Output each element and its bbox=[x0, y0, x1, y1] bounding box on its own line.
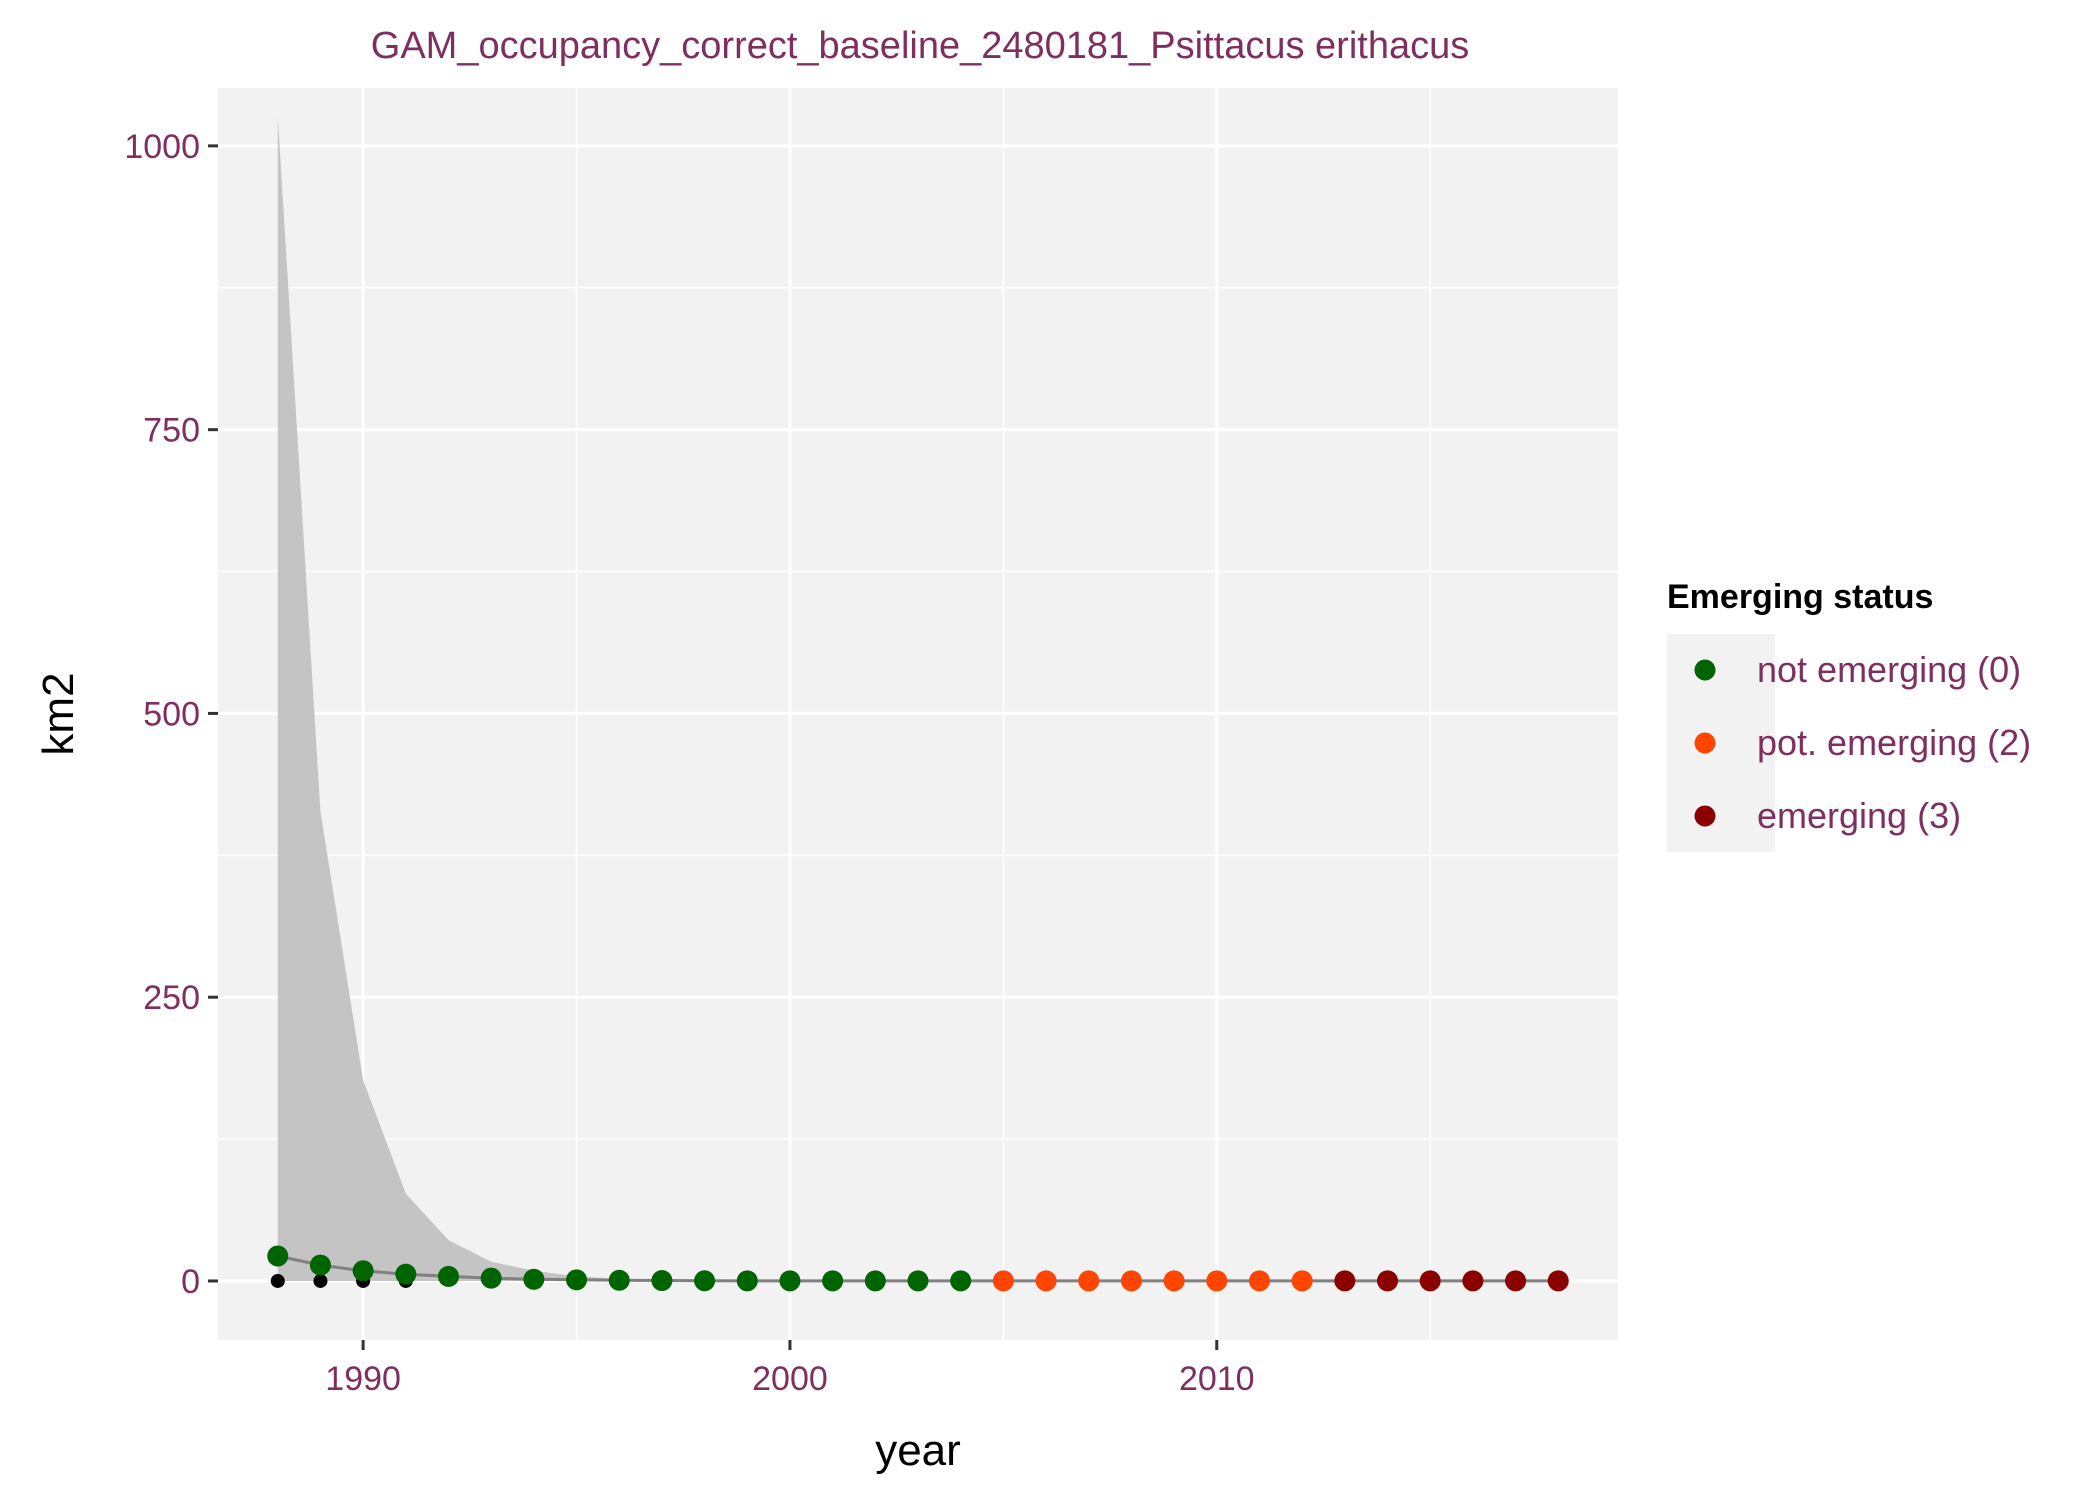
legend-label-1: pot. emerging (2) bbox=[1757, 722, 2031, 763]
x-tick-label: 2000 bbox=[752, 1360, 828, 1398]
data-point-series-0 bbox=[437, 1265, 459, 1287]
chart-title: GAM_occupancy_correct_baseline_2480181_P… bbox=[371, 25, 1469, 67]
legend-label-2: emerging (3) bbox=[1757, 795, 1961, 836]
data-point-series-0 bbox=[395, 1263, 417, 1285]
legend: Emerging status not emerging (0) pot. eme… bbox=[1667, 578, 2031, 852]
data-point-series-2 bbox=[1547, 1270, 1569, 1292]
data-point-series-2 bbox=[1334, 1270, 1356, 1292]
data-point-series-0 bbox=[651, 1270, 673, 1292]
data-point-series-1 bbox=[1248, 1270, 1270, 1292]
data-point-series-0 bbox=[309, 1254, 331, 1276]
y-tick-label: 500 bbox=[143, 695, 200, 733]
y-tick-label: 0 bbox=[181, 1263, 200, 1301]
legend-title: Emerging status bbox=[1667, 578, 1933, 616]
y-axis-title: km2 bbox=[34, 672, 83, 755]
y-tick-label: 750 bbox=[143, 412, 200, 450]
data-point-series-0 bbox=[480, 1267, 502, 1289]
observed-point bbox=[313, 1273, 328, 1288]
data-point-series-1 bbox=[992, 1270, 1014, 1292]
x-tick-label: 2010 bbox=[1179, 1360, 1255, 1398]
legend-key-1 bbox=[1694, 732, 1716, 754]
data-point-series-0 bbox=[907, 1270, 929, 1292]
y-tick-label: 250 bbox=[143, 979, 200, 1017]
data-point-series-0 bbox=[736, 1270, 758, 1292]
y-tick-label: 1000 bbox=[124, 128, 200, 166]
data-point-series-2 bbox=[1377, 1270, 1399, 1292]
data-point-series-0 bbox=[694, 1270, 716, 1292]
legend-key-0 bbox=[1694, 659, 1716, 681]
data-point-series-2 bbox=[1462, 1270, 1484, 1292]
legend-items: not emerging (0) pot. emerging (2) emergin… bbox=[1694, 649, 2031, 836]
data-point-series-1 bbox=[1291, 1270, 1313, 1292]
data-point-series-1 bbox=[1035, 1270, 1057, 1292]
x-tick-label: 1990 bbox=[325, 1360, 401, 1398]
legend-label-0: not emerging (0) bbox=[1757, 649, 2021, 690]
legend-key-background bbox=[1667, 634, 1775, 852]
status-points-layer bbox=[267, 1245, 1569, 1292]
data-point-series-1 bbox=[1163, 1270, 1185, 1292]
data-point-series-1 bbox=[1120, 1270, 1142, 1292]
data-point-series-1 bbox=[1078, 1270, 1100, 1292]
data-point-series-0 bbox=[950, 1270, 972, 1292]
data-point-series-0 bbox=[864, 1270, 886, 1292]
data-point-series-2 bbox=[1505, 1270, 1527, 1292]
data-point-series-0 bbox=[566, 1269, 588, 1291]
data-point-series-1 bbox=[1206, 1270, 1228, 1292]
data-point-series-0 bbox=[523, 1268, 545, 1290]
data-point-series-2 bbox=[1419, 1270, 1441, 1292]
data-point-series-0 bbox=[779, 1270, 801, 1292]
observed-point bbox=[270, 1273, 285, 1288]
data-point-series-0 bbox=[352, 1260, 374, 1282]
data-point-series-0 bbox=[267, 1245, 289, 1267]
legend-key-2 bbox=[1694, 805, 1716, 827]
axis-ticks: 1990 2000 2010 0 250 500 750 1000 bbox=[124, 128, 1254, 1398]
data-point-series-0 bbox=[822, 1270, 844, 1292]
data-point-series-0 bbox=[608, 1269, 630, 1291]
x-axis-title: year bbox=[875, 1426, 961, 1475]
